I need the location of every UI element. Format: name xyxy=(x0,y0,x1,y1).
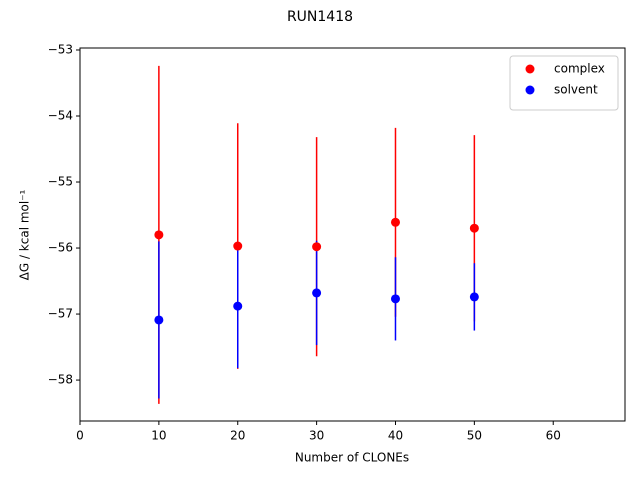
y-axis-label: ΔG / kcal mol⁻¹ xyxy=(18,189,32,280)
point xyxy=(233,301,243,311)
point xyxy=(154,315,164,325)
point xyxy=(312,288,322,298)
y-tick-label: −53 xyxy=(48,42,73,56)
x-tick-label: 40 xyxy=(388,429,403,443)
point xyxy=(312,242,322,252)
point xyxy=(154,230,164,240)
legend-marker xyxy=(525,85,535,95)
x-axis-label: Number of CLONEs xyxy=(295,451,409,465)
x-tick-label: 10 xyxy=(151,429,166,443)
y-tick-label: −55 xyxy=(48,175,73,189)
x-tick-label: 0 xyxy=(76,429,84,443)
x-tick-label: 20 xyxy=(230,429,245,443)
x-tick-label: 30 xyxy=(309,429,324,443)
y-tick-label: −54 xyxy=(48,108,73,122)
legend-marker xyxy=(525,64,535,74)
y-tick-label: −56 xyxy=(48,241,73,255)
point xyxy=(390,294,400,304)
point xyxy=(233,241,243,251)
y-tick-label: −58 xyxy=(48,373,73,387)
legend-label: complex xyxy=(554,62,605,76)
point xyxy=(469,223,479,233)
point xyxy=(390,217,400,227)
y-tick-label: −57 xyxy=(48,307,73,321)
legend-box xyxy=(509,55,619,111)
chart-title: RUN1418 xyxy=(287,9,353,25)
x-tick-label: 60 xyxy=(546,429,561,443)
point xyxy=(469,292,479,302)
plot-area xyxy=(79,47,626,422)
legend-label: solvent xyxy=(554,83,598,97)
x-tick-label: 50 xyxy=(467,429,482,443)
